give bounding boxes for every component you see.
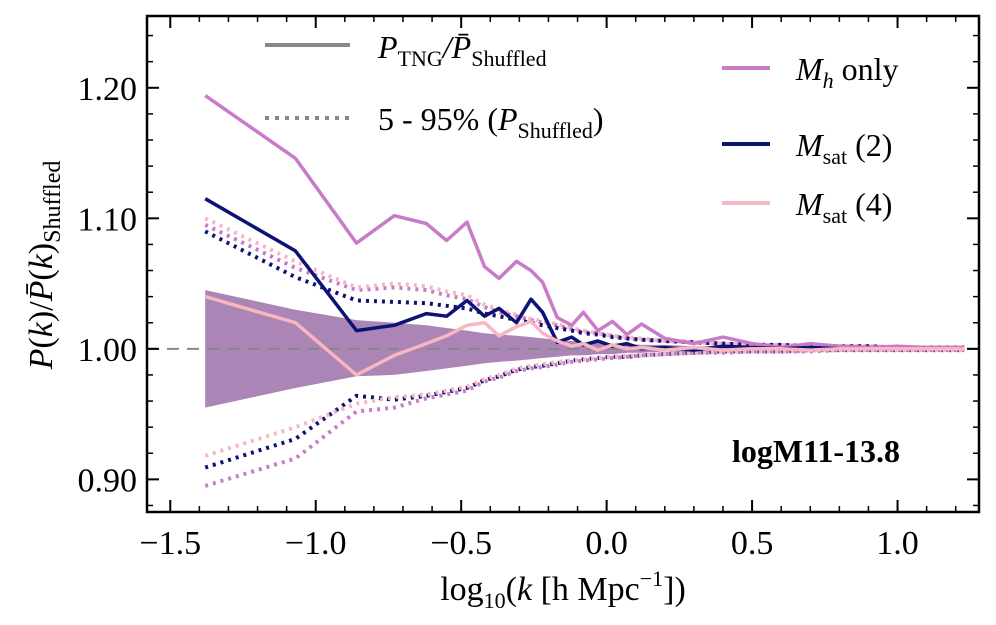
series-1-line	[204, 197, 965, 352]
x-tick-label: −1.5	[139, 525, 201, 562]
x-tick-label: −1.0	[285, 525, 347, 562]
annotation-label: logM11-13.8	[732, 433, 900, 469]
series-legend: Mh only Msat (2) Msat (4)	[722, 51, 899, 228]
y-axis-title: P(k)/P̄(k)Shuffled	[23, 161, 66, 371]
y-tick-label: 1.10	[78, 201, 138, 238]
x-tick-label: 0.5	[731, 525, 774, 562]
legend-dotted-label: 5 - 95% (PShuffled)	[378, 101, 604, 143]
plot-frame	[145, 14, 981, 514]
plot-area	[147, 94, 979, 488]
x-tick-label: −0.5	[430, 525, 492, 562]
shaded-region	[205, 290, 965, 408]
series-0-line	[204, 94, 965, 350]
series-2-line	[204, 294, 965, 377]
legend-series-1-label: Msat (2)	[795, 127, 892, 169]
legend-series-0-label: Mh only	[795, 51, 899, 93]
axis-tick-labels: −1.5 −1.0 −0.5 0.0 0.5 1.0 0.90 1.00 1.10 1.20	[78, 71, 919, 562]
style-legend: PTNG/P̄Shuffled 5 - 95% (PShuffled)	[265, 29, 604, 143]
y-tick-label: 1.00	[78, 332, 138, 369]
y-tick-label: 0.90	[78, 462, 138, 499]
axis-ticks	[147, 16, 979, 512]
x-tick-label: 0.0	[585, 525, 628, 562]
y-tick-label: 1.20	[78, 71, 138, 108]
legend-series-2-label: Msat (4)	[795, 186, 892, 228]
x-axis-title: log10(k [h Mpc−1])	[440, 566, 686, 613]
legend-solid-label: PTNG/P̄Shuffled	[377, 29, 547, 71]
x-tick-label: 1.0	[876, 525, 919, 562]
